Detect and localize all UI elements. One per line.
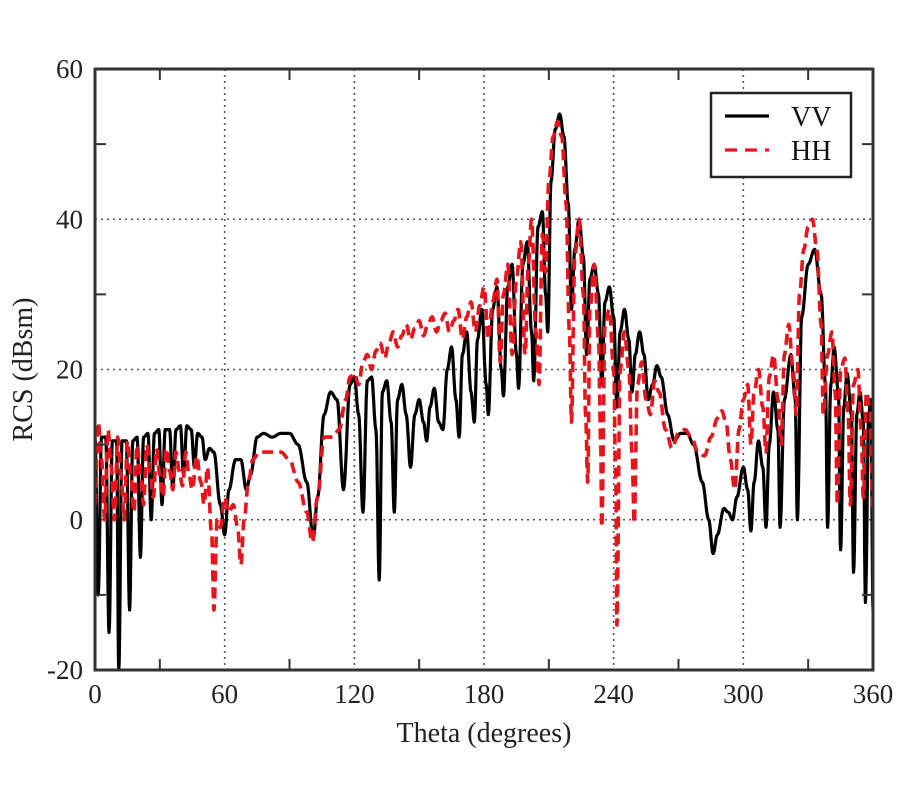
x-tick-label: 180 bbox=[464, 679, 505, 709]
x-tick-labels: 0 60 120 180 240 300 360 bbox=[88, 679, 893, 709]
y-tick-label: -20 bbox=[47, 655, 83, 685]
legend-box bbox=[709, 91, 853, 179]
x-tick-label: 360 bbox=[853, 679, 894, 709]
y-tick-label: 60 bbox=[56, 54, 83, 84]
x-tick-label: 60 bbox=[211, 679, 238, 709]
y-tick-labels: -20 0 20 40 60 bbox=[47, 54, 83, 685]
y-tick-label: 40 bbox=[56, 204, 83, 234]
legend-label-hh: HH bbox=[791, 136, 831, 167]
x-tick-label: 240 bbox=[593, 679, 634, 709]
x-tick-label: 0 bbox=[88, 679, 102, 709]
x-axis-title: Theta (degrees) bbox=[397, 718, 572, 749]
x-tick-label: 120 bbox=[334, 679, 375, 709]
plot-frame bbox=[93, 67, 875, 672]
y-tick-label: 0 bbox=[70, 505, 84, 535]
legend-label-vv: VV bbox=[791, 102, 831, 133]
series-layer bbox=[95, 112, 873, 670]
legend: VV HH bbox=[709, 91, 853, 179]
y-tick-label: 20 bbox=[56, 355, 83, 385]
series-line-hh bbox=[95, 119, 873, 627]
x-tick-label: 300 bbox=[723, 679, 764, 709]
y-axis-title: RCS (dBsm) bbox=[8, 298, 39, 442]
axis-ticks bbox=[95, 69, 873, 670]
